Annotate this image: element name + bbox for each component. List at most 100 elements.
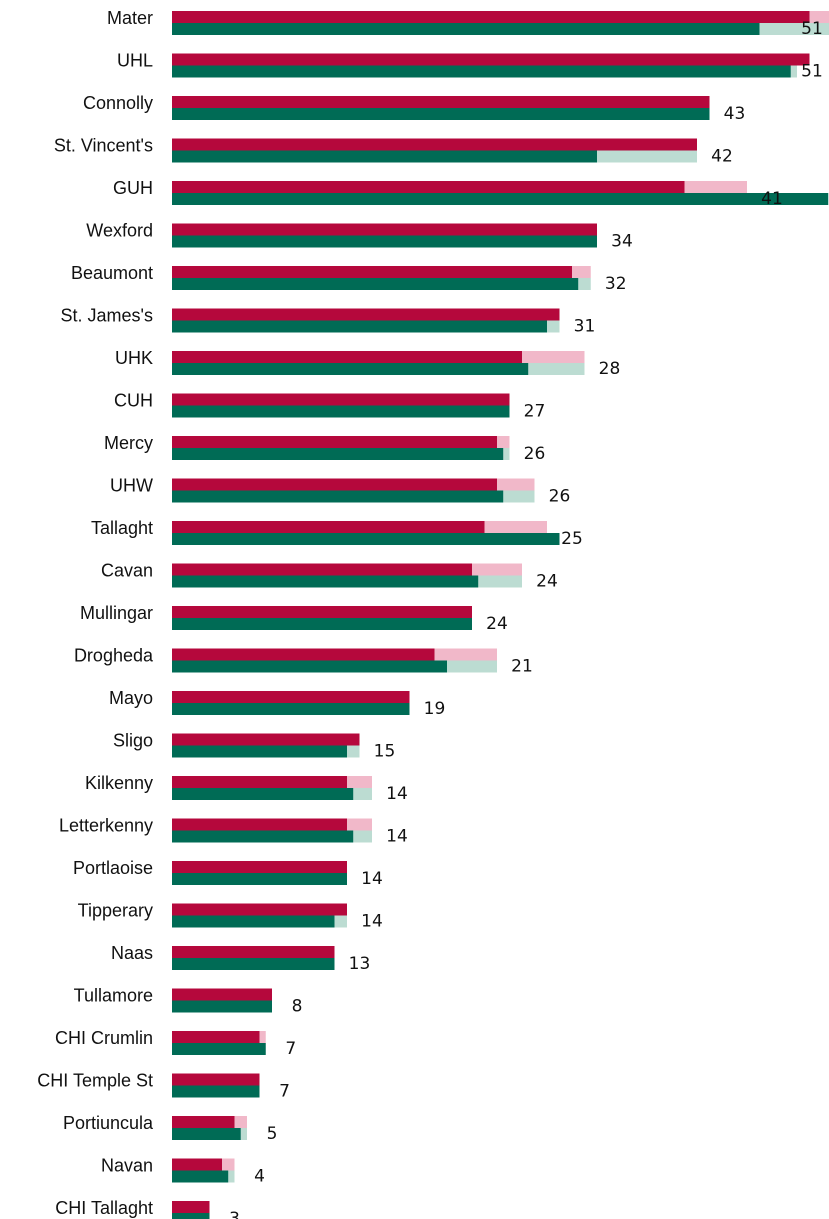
bar-series-1: [172, 53, 810, 66]
bar-series-1: [172, 606, 472, 618]
value-label: 26: [549, 487, 571, 507]
bar-series-1: [172, 138, 697, 151]
bar-series-2: [172, 958, 335, 970]
bar-series-1: [172, 1116, 235, 1128]
bar-series-2: [172, 1000, 272, 1013]
bar-series-1: [172, 818, 347, 831]
comparison-overlay-bar: [503, 490, 535, 503]
bar-series-1: [172, 903, 347, 916]
bar-series-1: [172, 436, 497, 448]
bar-series-1: [172, 861, 347, 873]
bar-series-1: [172, 776, 347, 788]
bar-series-2: [172, 193, 829, 205]
bar-series-2: [172, 108, 710, 120]
bar-series-2: [172, 618, 472, 630]
category-label: Tullamore: [74, 986, 153, 1006]
comparison-overlay-bar: [572, 266, 591, 278]
comparison-overlay-bar: [759, 23, 829, 35]
category-label: Naas: [111, 943, 153, 963]
bar-series-1: [172, 1158, 222, 1171]
category-label: Mercy: [104, 433, 153, 453]
bar-series-1: [172, 648, 435, 661]
comparison-overlay-bar: [347, 745, 360, 758]
comparison-overlay-bar: [497, 478, 535, 491]
bar-series-1: [172, 11, 810, 23]
bar-series-1: [172, 521, 485, 533]
value-label: 21: [511, 657, 533, 677]
value-label: 51: [801, 19, 823, 39]
comparison-overlay-bar: [578, 278, 591, 290]
value-label: 41: [761, 189, 783, 209]
bar-series-2: [172, 915, 335, 928]
value-label: 4: [254, 1167, 265, 1187]
bar-series-2: [172, 1170, 229, 1183]
comparison-overlay-bar: [347, 818, 372, 831]
bar-series-1: [172, 181, 685, 193]
comparison-overlay-bar: [809, 11, 829, 23]
category-label: Drogheda: [74, 646, 154, 666]
category-label: Wexford: [86, 221, 153, 241]
comparison-overlay-bar: [228, 1170, 235, 1183]
category-label: Beaumont: [71, 263, 153, 283]
category-label: UHL: [117, 51, 153, 71]
category-label: Mater: [107, 8, 153, 28]
bar-series-1: [172, 946, 335, 958]
value-label: 28: [599, 359, 621, 379]
bar-series-2: [172, 363, 529, 375]
bar-series-1: [172, 563, 472, 576]
category-label: CHI Tallaght: [55, 1198, 153, 1218]
bar-series-2: [172, 1085, 260, 1098]
bar-series-1: [172, 1201, 210, 1213]
bar-series-2: [172, 150, 597, 163]
category-label: Sligo: [113, 731, 153, 751]
comparison-overlay-bar: [240, 1128, 247, 1140]
bar-series-2: [172, 873, 347, 885]
bar-series-2: [172, 65, 791, 78]
comparison-overlay-bar: [347, 776, 372, 788]
category-label: St. Vincent's: [54, 136, 153, 156]
category-label: UHW: [110, 476, 153, 496]
comparison-overlay-bar: [447, 660, 497, 673]
value-label: 51: [801, 62, 823, 82]
category-label: Connolly: [83, 93, 153, 113]
value-label: 27: [524, 402, 546, 422]
category-label: Letterkenny: [59, 816, 153, 836]
bar-series-2: [172, 448, 504, 460]
value-label: 26: [524, 444, 546, 464]
comparison-overlay-bar: [472, 563, 522, 576]
comparison-overlay-bar: [528, 363, 585, 375]
comparison-overlay-bar: [522, 351, 585, 363]
bar-series-1: [172, 733, 360, 746]
value-label: 8: [292, 997, 303, 1017]
value-label: 15: [374, 742, 396, 762]
bar-series-1: [172, 266, 572, 278]
value-label: 19: [424, 699, 446, 719]
category-label: Portlaoise: [73, 858, 153, 878]
value-label: 5: [267, 1124, 278, 1144]
comparison-overlay-bar: [503, 448, 510, 460]
category-label: Tallaght: [91, 518, 153, 538]
bar-series-1: [172, 223, 597, 236]
value-label: 13: [349, 954, 371, 974]
bar-series-1: [172, 1073, 260, 1086]
bar-series-1: [172, 1031, 260, 1043]
comparison-overlay-bar: [484, 521, 547, 533]
bar-series-2: [172, 745, 347, 758]
comparison-overlay-bar: [547, 320, 560, 333]
value-label: 31: [574, 317, 596, 337]
value-label: 24: [486, 614, 508, 634]
bar-series-1: [172, 96, 710, 108]
bar-series-2: [172, 405, 510, 418]
bar-series-2: [172, 320, 547, 333]
bar-series-1: [172, 478, 497, 491]
category-label: CHI Temple St: [37, 1071, 153, 1091]
comparison-overlay-bar: [597, 150, 697, 163]
value-label: 3: [229, 1209, 240, 1219]
category-label: CHI Crumlin: [55, 1028, 153, 1048]
bar-series-2: [172, 490, 504, 503]
value-label: 43: [724, 104, 746, 124]
category-label: Mullingar: [80, 603, 153, 623]
value-label: 34: [611, 232, 633, 252]
category-label: St. James's: [61, 306, 153, 326]
